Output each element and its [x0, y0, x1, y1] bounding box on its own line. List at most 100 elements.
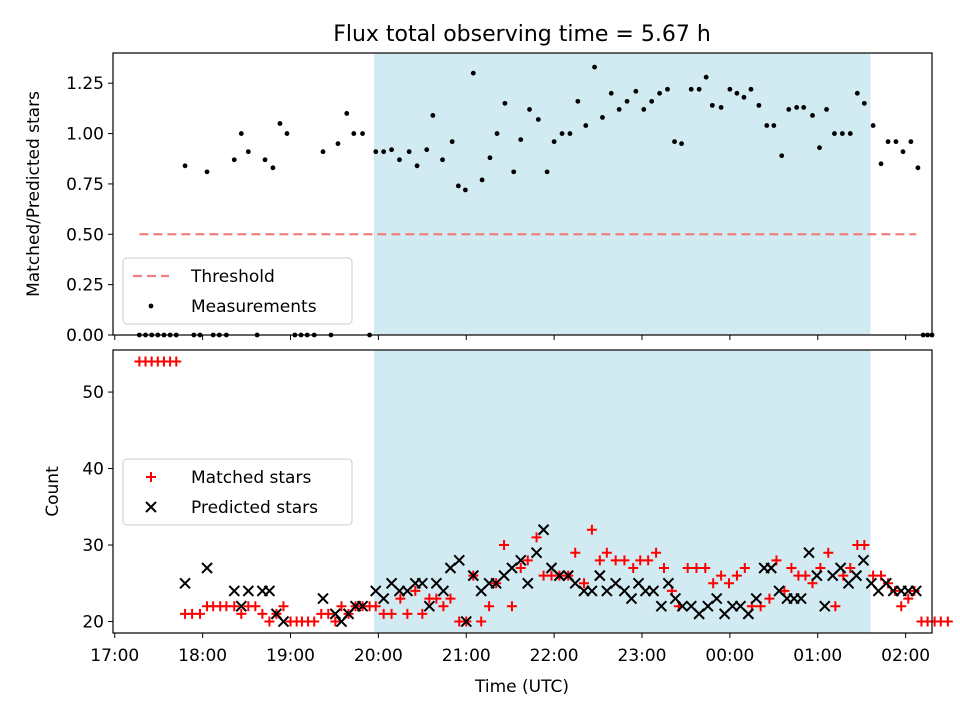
data-point	[270, 165, 276, 171]
data-point	[544, 169, 550, 175]
data-point	[344, 111, 350, 116]
data-point	[594, 555, 605, 566]
data-point	[832, 131, 837, 136]
data-point	[499, 540, 510, 551]
data-point	[748, 86, 754, 92]
data-point	[171, 356, 182, 367]
data-point	[559, 131, 565, 136]
data-point	[811, 569, 823, 582]
data-point	[643, 555, 654, 566]
data-point	[553, 569, 566, 582]
data-point	[710, 592, 723, 605]
data-point	[586, 524, 597, 535]
data-point	[250, 601, 261, 612]
data-point	[530, 546, 543, 559]
data-point	[445, 593, 456, 604]
data-point	[410, 585, 421, 596]
x-tick-label: 17:00	[90, 646, 139, 666]
data-point	[381, 149, 387, 155]
data-point	[567, 131, 573, 136]
data-point	[242, 585, 255, 597]
x-tick-label: 01:00	[793, 646, 842, 666]
data-point	[579, 578, 590, 589]
data-point	[535, 117, 541, 122]
data-point	[908, 139, 914, 145]
data-point	[515, 562, 526, 573]
data-point	[494, 131, 500, 136]
data-point	[900, 149, 906, 155]
data-point	[277, 615, 290, 628]
data-point	[511, 169, 517, 175]
data-point	[910, 585, 922, 597]
legend-label: Matched stars	[191, 468, 311, 488]
data-point	[682, 562, 693, 573]
data-point	[649, 98, 655, 104]
data-point	[764, 593, 775, 604]
y-tick-label: 0.00	[66, 326, 104, 346]
y-tick-label: 0.25	[66, 276, 104, 296]
data-point	[531, 532, 542, 543]
data-point	[655, 600, 668, 612]
series-predicted-stars	[179, 524, 922, 628]
data-point	[819, 600, 831, 612]
data-point	[417, 608, 428, 619]
data-point	[406, 149, 412, 155]
data-point	[245, 149, 251, 155]
data-point	[786, 562, 797, 573]
data-point	[657, 90, 662, 96]
data-point	[718, 104, 724, 110]
data-point	[336, 601, 347, 612]
data-point	[431, 593, 442, 604]
data-point	[262, 157, 268, 163]
axes-frame	[112, 349, 933, 634]
data-point	[236, 608, 247, 619]
x-tick-label: 19:00	[266, 646, 315, 666]
legend-label: Measurements	[191, 297, 317, 317]
data-point	[608, 90, 614, 96]
data-point	[437, 585, 450, 597]
data-point	[502, 100, 508, 106]
data-point	[522, 555, 533, 566]
data-point	[734, 90, 740, 96]
data-point	[320, 149, 326, 155]
data-point	[724, 578, 735, 589]
data-point	[688, 86, 694, 92]
data-point	[449, 139, 455, 145]
data-point	[179, 577, 191, 589]
data-point	[662, 577, 675, 589]
data-point	[453, 554, 465, 567]
data-point	[506, 601, 517, 612]
data-point	[691, 562, 702, 573]
data-point	[484, 601, 495, 612]
data-point	[800, 570, 811, 581]
data-point	[870, 123, 876, 128]
legend-box	[122, 458, 353, 526]
data-point	[750, 592, 762, 605]
data-point	[909, 585, 920, 596]
data-point	[624, 98, 630, 104]
data-point	[423, 600, 436, 612]
data-point	[893, 139, 899, 145]
data-point	[616, 107, 622, 112]
data-point	[462, 187, 468, 193]
data-point	[779, 153, 785, 159]
data-point	[430, 113, 436, 118]
data-point	[231, 157, 237, 163]
data-point	[794, 104, 800, 110]
data-point	[665, 86, 670, 92]
x-axis-label: Time (UTC)	[474, 677, 569, 697]
x-tick-label: 02:00	[881, 646, 930, 666]
data-point	[329, 608, 342, 620]
data-point	[284, 131, 290, 136]
data-point	[847, 131, 853, 136]
legend-box	[122, 257, 353, 325]
data-point	[824, 107, 829, 112]
data-point	[586, 585, 598, 597]
data-point	[647, 585, 660, 597]
data-point	[228, 585, 240, 597]
data-point	[377, 592, 390, 605]
data-point	[397, 157, 402, 163]
x-tick-label: 20:00	[354, 646, 403, 666]
data-point	[487, 155, 493, 161]
